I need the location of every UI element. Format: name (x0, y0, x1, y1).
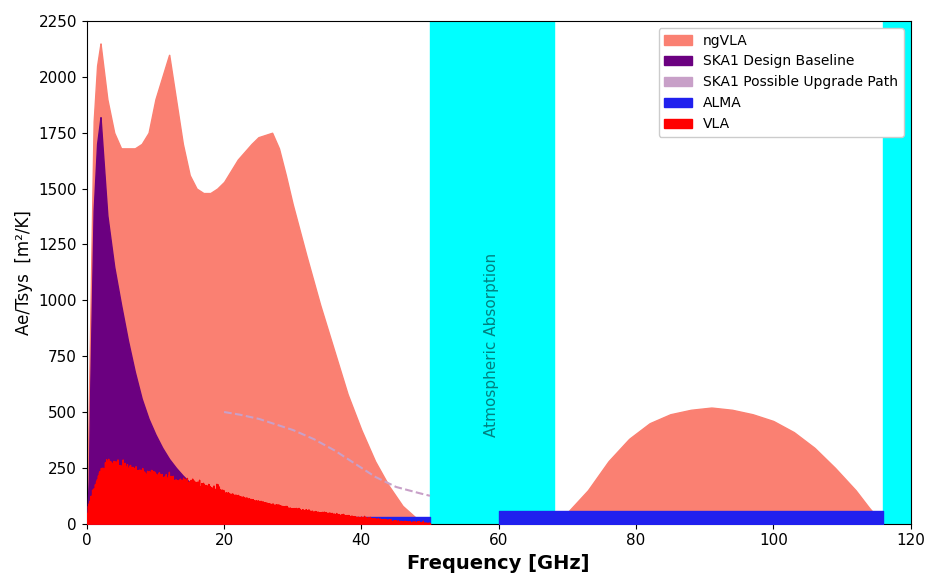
Y-axis label: Ae/Tsys  [m²/K]: Ae/Tsys [m²/K] (15, 210, 33, 335)
X-axis label: Frequency [GHz]: Frequency [GHz] (407, 554, 590, 573)
Legend: ngVLA, SKA1 Design Baseline, SKA1 Possible Upgrade Path, ALMA, VLA: ngVLA, SKA1 Design Baseline, SKA1 Possib… (659, 28, 903, 137)
Bar (430, 21, 554, 524)
Text: Atmospheric Absorption: Atmospheric Absorption (484, 253, 499, 437)
Bar (883, 21, 911, 524)
